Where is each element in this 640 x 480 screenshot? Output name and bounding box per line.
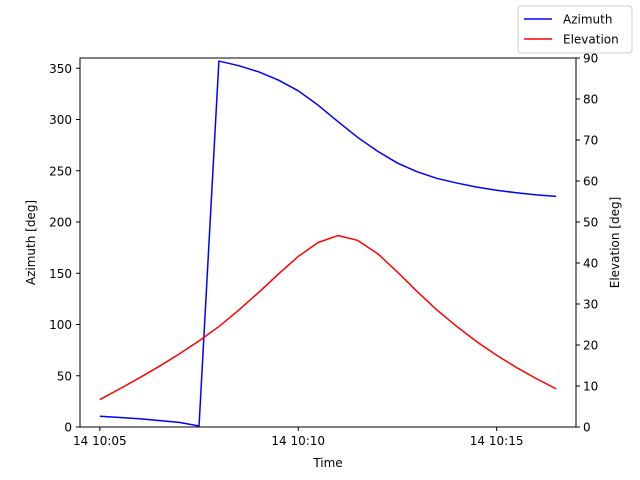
y-right-tick-label: 30 [583,298,598,312]
x-tick-label: 14 10:15 [470,434,524,448]
y-right-tick-label: 10 [583,380,598,394]
y-right-tick-label: 80 [583,93,598,107]
y-right-tick-label: 70 [583,134,598,148]
x-axis-label: Time [312,456,342,470]
y-right-tick-label: 50 [583,216,598,230]
legend-label-azimuth: Azimuth [563,13,612,27]
y-axis-right: 0 10 20 30 40 50 60 70 80 90 [576,52,598,435]
y-left-tick-label: 200 [49,216,72,230]
series-line-elevation [99,234,557,401]
x-tick-label: 14 10:05 [73,434,127,448]
y-right-tick-label: 20 [583,339,598,353]
y-left-tick-label: 50 [57,369,72,383]
x-axis: 14 10:05 14 10:10 14 10:15 [73,427,523,448]
y-left-tick-label: 0 [64,421,72,435]
y-left-tick-label: 100 [49,318,72,332]
series-layer [99,60,557,427]
legend-label-elevation: Elevation [563,33,619,47]
y-left-tick-label: 250 [49,164,72,178]
y-axis-left-label: Azimuth [deg] [24,200,38,285]
y-left-tick-label: 350 [49,62,72,76]
plot-frame [79,57,577,428]
y-left-tick-label: 300 [49,113,72,127]
x-tick-label: 14 10:10 [271,434,325,448]
series-line-azimuth [99,60,557,427]
y-right-tick-label: 90 [583,52,598,66]
y-axis-right-label: Elevation [deg] [608,197,622,289]
legend-box [517,5,633,54]
y-axis-left: 0 50 100 150 200 250 300 350 [49,62,80,435]
y-right-tick-label: 40 [583,257,598,271]
plot-area [80,58,576,427]
y-left-tick-label: 150 [49,267,72,281]
legend: Azimuth Elevation [517,5,633,54]
y-right-tick-label: 60 [583,175,598,189]
y-right-tick-label: 0 [583,421,591,435]
